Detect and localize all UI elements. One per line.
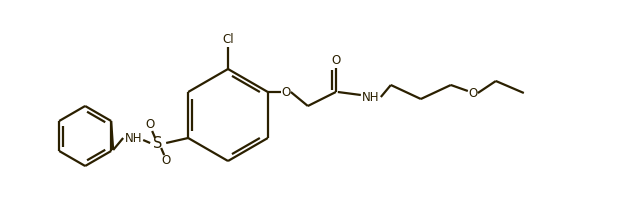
Text: NH: NH: [362, 91, 379, 104]
Text: O: O: [145, 119, 155, 131]
Text: S: S: [153, 135, 163, 150]
Text: O: O: [468, 87, 477, 100]
Text: NH: NH: [125, 131, 142, 145]
Text: O: O: [162, 154, 171, 168]
Text: O: O: [331, 54, 340, 66]
Text: O: O: [281, 85, 291, 99]
Text: Cl: Cl: [222, 32, 234, 46]
